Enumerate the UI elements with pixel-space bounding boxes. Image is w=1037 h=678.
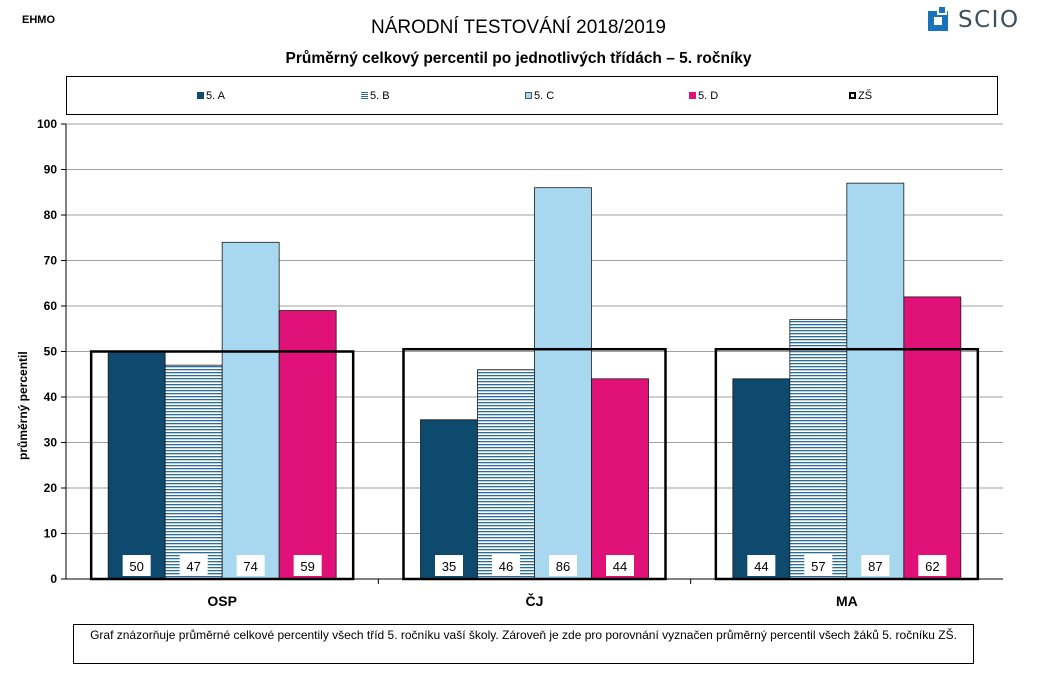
bar-5c-0 [221,241,280,580]
bar-5d-0 [278,310,337,580]
y-tick-label: 50 [44,345,58,359]
legend-swatch-5b [361,92,368,99]
x-category-label: MA [836,593,858,609]
data-label: 86 [556,559,570,574]
data-label: 50 [129,559,143,574]
page-title: NÁRODNÍ TESTOVÁNÍ 2018/2019 [371,17,666,38]
data-label-box [435,555,463,576]
school-code: EHMO [22,14,55,26]
x-category-label: OSP [207,593,237,609]
bar-5d-1 [591,378,649,580]
data-label: 59 [300,559,314,574]
data-label-box [236,555,265,576]
bar-5b-1 [477,369,535,580]
legend-label-5d: 5. D [698,90,719,102]
legend-label-5b: 5. B [370,90,390,102]
y-tick-label: 40 [44,390,58,404]
x-category-label: ČJ [526,592,544,609]
bar-5d-2 [903,296,962,580]
data-label-box [861,555,890,576]
bar-5b-0 [164,364,223,580]
legend-label-5c: 5. C [534,90,555,102]
legend-swatch-5c [525,92,532,99]
data-label-box [747,555,776,576]
y-tick-label: 70 [44,254,58,268]
legend-swatch-5d [689,92,696,99]
y-tick-label: 20 [44,481,58,495]
y-tick-label: 60 [44,299,58,313]
y-tick-label: 90 [44,163,58,177]
legend-label-5a: 5. A [206,90,225,102]
data-label-box [606,555,634,576]
y-tick-label: 30 [44,436,58,450]
chart-legend: 5. A 5. B 5. C 5. D ZŠ [66,76,998,115]
data-label-box [804,555,833,576]
y-tick-label: 0 [50,572,57,586]
bar-5c-2 [846,182,905,580]
y-tick-label: 100 [37,117,57,131]
legend-swatch-zs [849,92,856,99]
y-tick-label: 10 [44,527,58,541]
bar-5a-1 [420,419,478,580]
scio-logo-text: SCIO [958,7,1020,33]
data-label: 87 [868,559,882,574]
chart-footnote: Graf znázorňuje průměrné celkové percent… [73,624,974,664]
data-label: 62 [925,559,939,574]
scio-square-icon [928,5,948,31]
bar-5a-0 [107,351,166,580]
bar-5b-2 [789,319,848,580]
data-label-box [549,555,577,576]
bar-5c-1 [534,187,592,580]
legend-swatch-5a [197,92,204,99]
data-label-box [492,555,520,576]
legend-label-zs: ZŠ [858,90,873,102]
data-label-box [122,555,151,576]
data-label: 74 [243,559,257,574]
data-label: 47 [186,559,200,574]
data-label: 35 [442,559,456,574]
y-tick-label: 80 [44,208,58,222]
data-label: 46 [499,559,513,574]
scio-logo: SCIO [928,5,1028,33]
data-label-box [179,555,208,576]
data-label: 57 [811,559,825,574]
data-label-box [293,555,322,576]
data-label-box [918,555,947,576]
data-label: 44 [613,559,627,574]
bar-5a-2 [732,378,791,580]
data-label: 44 [754,559,768,574]
chart-subtitle: Průměrný celkový percentil po jednotlivý… [285,50,752,67]
